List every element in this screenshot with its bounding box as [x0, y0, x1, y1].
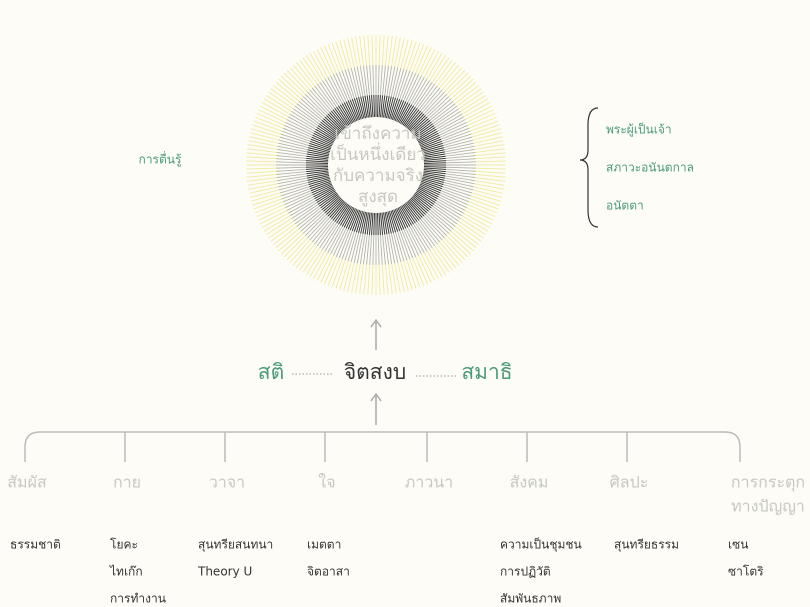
center-text: กับความจริง [333, 166, 423, 186]
branch-label: วาจา [209, 473, 245, 492]
center-text: สูงสุด [358, 187, 398, 207]
branch-item: จิตอาสา [307, 565, 350, 579]
branch-item: สุนทรียสนทนา [198, 538, 273, 553]
ray [378, 213, 379, 235]
ray [424, 167, 446, 168]
ray [374, 95, 375, 117]
center-text: เข้าถึงความ [334, 124, 421, 144]
branch-item: ความเป็นชุมชน [500, 537, 582, 553]
branch-label: สังคม [510, 473, 549, 492]
branch-label: ศิลปะ [610, 473, 649, 492]
branch-item: เมตตา [307, 538, 341, 552]
branch-item: เซน [728, 538, 748, 552]
middle-center: จิตสงบ [344, 360, 406, 384]
branch-item: Theory U [197, 565, 252, 579]
branch-item: ธรรมชาติ [10, 538, 61, 552]
right-item: พระผู้เป็นเจ้า [606, 122, 672, 138]
branch-item: ซาโตริ [728, 565, 764, 579]
branch-label: ภาวนา [405, 473, 453, 492]
center-text: เป็นหนึ่งเดียว [330, 142, 426, 165]
branch-item: การทำงาน [110, 592, 166, 606]
branch-item: สัมพันธภาพ [500, 592, 561, 606]
ray [374, 213, 375, 235]
branch-item: สุนทรียธรรม [614, 538, 679, 553]
ray [306, 167, 328, 168]
right-item: สภาวะอนันตกาล [606, 161, 694, 175]
ray [306, 163, 328, 164]
ray [424, 163, 446, 164]
middle-right: สมาธิ [461, 360, 512, 384]
ray [378, 95, 379, 117]
middle-left: สติ [258, 360, 284, 384]
branch-label: ใจ [318, 473, 335, 492]
branch-label: การกระตุก [731, 473, 805, 493]
branch-label: ทางปัญญา [731, 497, 805, 516]
diagram: การตื่นรู้ สติ จิตสงบ สมาธิ เข้าถึงความเ… [0, 0, 810, 607]
branch-label: สัมผัส [7, 473, 47, 492]
branch-item: โยคะ [110, 538, 138, 552]
right-item: อนัตตา [606, 199, 644, 213]
branch-item: การปฏิวัติ [500, 565, 551, 579]
left-label: การตื่นรู้ [139, 151, 182, 168]
branch-label: กาย [113, 473, 141, 492]
branch-item: ไทเก๊ก [109, 565, 143, 579]
